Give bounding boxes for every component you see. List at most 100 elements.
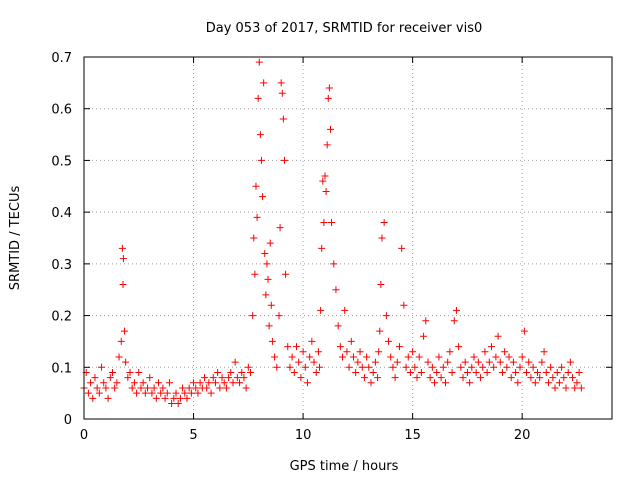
data-point xyxy=(509,358,517,366)
y-tick-label: 0.5 xyxy=(51,154,72,169)
data-point xyxy=(179,384,187,392)
data-point xyxy=(437,374,445,382)
data-point xyxy=(413,374,421,382)
data-point xyxy=(505,353,513,361)
data-point xyxy=(218,374,226,382)
data-point xyxy=(527,374,535,382)
data-point xyxy=(262,291,270,299)
data-point xyxy=(295,358,303,366)
data-point xyxy=(133,389,141,397)
data-point xyxy=(253,213,261,221)
data-point xyxy=(323,141,331,149)
data-point xyxy=(577,384,585,392)
data-point xyxy=(229,379,237,387)
data-point xyxy=(277,79,285,87)
data-point xyxy=(485,358,493,366)
data-point xyxy=(393,358,401,366)
data-point xyxy=(435,353,443,361)
data-point xyxy=(566,358,574,366)
data-point xyxy=(172,389,180,397)
data-point xyxy=(271,353,279,361)
data-point xyxy=(183,394,191,402)
data-point xyxy=(395,343,403,351)
data-point xyxy=(330,260,338,268)
data-point xyxy=(542,368,550,376)
data-point xyxy=(441,379,449,387)
data-point xyxy=(231,358,239,366)
data-point xyxy=(404,353,412,361)
data-point xyxy=(318,244,326,252)
data-point xyxy=(512,368,520,376)
data-point xyxy=(222,384,230,392)
data-point xyxy=(544,379,552,387)
data-point xyxy=(152,394,160,402)
data-point xyxy=(247,368,255,376)
data-point xyxy=(200,374,208,382)
data-point xyxy=(452,306,460,314)
data-point xyxy=(385,337,393,345)
data-point xyxy=(122,358,130,366)
data-point xyxy=(523,368,531,376)
data-point xyxy=(409,348,417,356)
data-point xyxy=(387,353,395,361)
data-point xyxy=(481,348,489,356)
data-point xyxy=(118,244,126,252)
x-tick-label: 10 xyxy=(295,428,312,443)
data-point xyxy=(400,301,408,309)
data-point xyxy=(529,363,537,371)
data-point xyxy=(254,94,262,102)
data-point xyxy=(324,94,332,102)
data-point xyxy=(369,368,377,376)
data-point xyxy=(176,394,184,402)
data-point xyxy=(378,234,386,242)
data-point xyxy=(321,172,329,180)
data-point xyxy=(203,384,211,392)
data-point xyxy=(336,343,344,351)
data-point xyxy=(273,363,281,371)
data-point xyxy=(117,337,125,345)
data-point xyxy=(205,379,213,387)
data-point xyxy=(113,379,121,387)
data-point xyxy=(141,389,149,397)
data-point xyxy=(415,353,423,361)
data-point xyxy=(310,358,318,366)
data-point xyxy=(569,374,577,382)
y-axis-label: SRMTID / TECUs xyxy=(8,186,23,291)
data-point xyxy=(468,363,476,371)
data-point xyxy=(479,363,487,371)
data-point xyxy=(514,379,522,387)
data-point xyxy=(89,394,97,402)
data-point xyxy=(93,384,101,392)
data-point xyxy=(439,363,447,371)
data-point xyxy=(520,327,528,335)
data-point xyxy=(420,332,428,340)
data-point xyxy=(124,374,132,382)
data-point xyxy=(326,125,334,133)
data-point xyxy=(187,389,195,397)
data-point xyxy=(170,394,178,402)
data-point xyxy=(104,394,112,402)
y-tick-label: 0.4 xyxy=(51,206,72,221)
data-point xyxy=(257,156,265,164)
data-point xyxy=(275,312,283,320)
data-point xyxy=(422,317,430,325)
data-point xyxy=(477,374,485,382)
data-point xyxy=(474,358,482,366)
data-point xyxy=(391,374,399,382)
data-point xyxy=(459,374,467,382)
data-point xyxy=(192,384,200,392)
data-point xyxy=(374,374,382,382)
data-point xyxy=(490,363,498,371)
data-point xyxy=(322,187,330,195)
data-point xyxy=(244,363,252,371)
data-point xyxy=(424,358,432,366)
data-point xyxy=(555,379,563,387)
y-tick-label: 0.2 xyxy=(51,310,72,325)
data-point xyxy=(159,384,167,392)
data-point xyxy=(363,353,371,361)
y-tick-label: 0.3 xyxy=(51,258,72,273)
data-point xyxy=(259,193,267,201)
data-point xyxy=(137,384,145,392)
y-tick-label: 0 xyxy=(64,413,72,428)
data-point xyxy=(301,363,309,371)
